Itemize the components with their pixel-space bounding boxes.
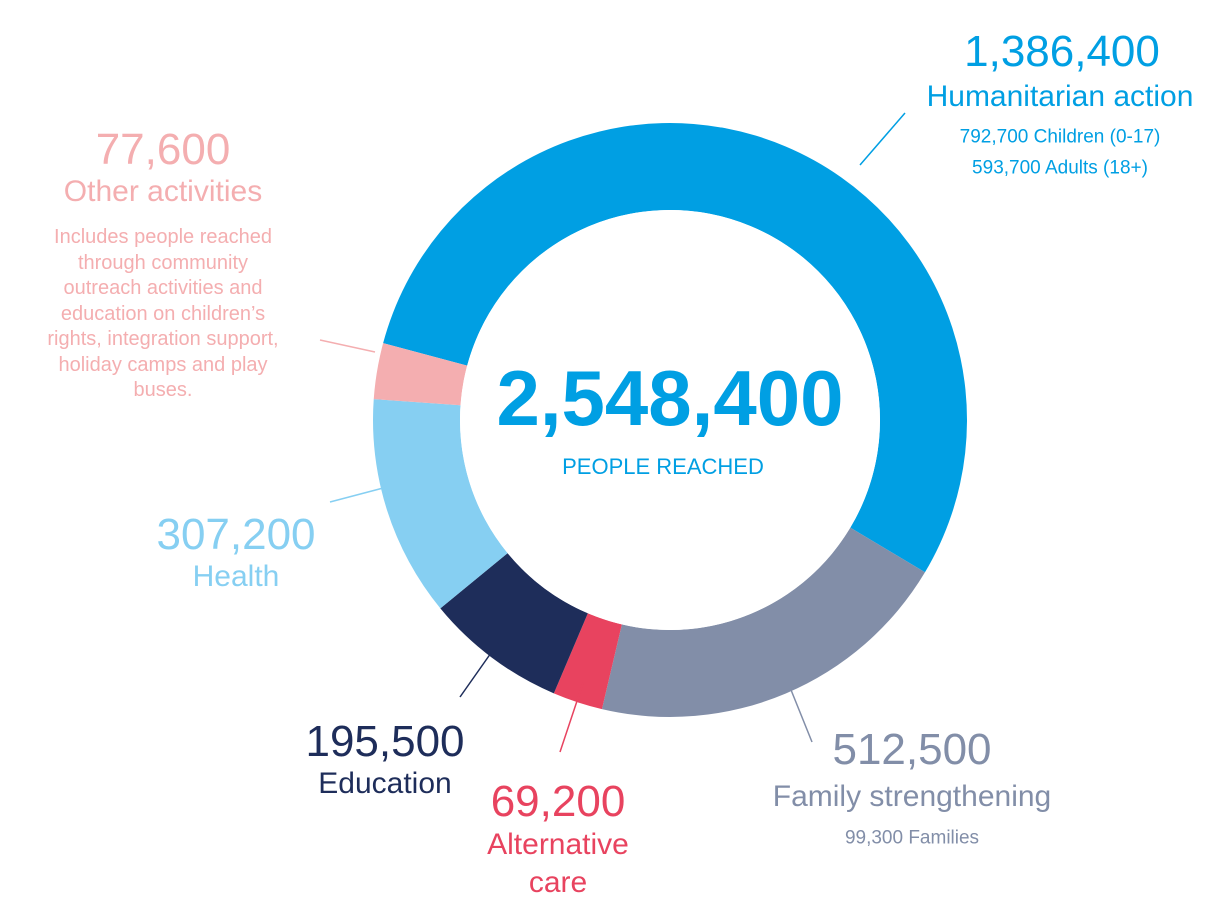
donut-hole [460, 210, 880, 630]
detail-label: holiday camps and play [58, 353, 268, 376]
value-label: 1,386,400 [964, 27, 1160, 76]
detail-label: buses. [133, 379, 193, 401]
detail-label: 593,700 Adults (18+) [972, 157, 1148, 179]
category-label: Health [192, 560, 280, 593]
leader-line [319, 339, 376, 353]
donut-segment [373, 343, 468, 406]
value-label: 69,200 [490, 777, 626, 826]
detail-label: outreach activities and [63, 277, 263, 299]
category-label: Alternative care [487, 828, 629, 899]
value-label: 77,600 [95, 125, 231, 174]
leader-line [459, 642, 499, 698]
donut-segment [440, 553, 588, 694]
leader-line [329, 486, 388, 503]
detail-label: 99,300 Families [844, 827, 980, 849]
category-label: Education [318, 767, 452, 800]
value-label: 195,500 [305, 717, 465, 766]
detail-label: through community [77, 251, 249, 274]
category-label: Family strengthening [772, 780, 1052, 813]
donut-segment [383, 122, 968, 573]
detail-label: 792,700 Children (0-17) [959, 126, 1161, 148]
donut-segment [553, 613, 622, 710]
value-label: 307,200 [156, 510, 316, 559]
total-caption: PEOPLE REACHED [562, 454, 764, 479]
category-label: Humanitarian action [926, 80, 1194, 113]
donut-segment [373, 399, 508, 609]
category-label: Other activities [63, 175, 263, 208]
leader-line [859, 112, 906, 166]
donut-segment [601, 527, 925, 717]
detail-label: rights, integration support, [47, 328, 279, 350]
detail-label: Includes people reached [54, 226, 272, 248]
total-value: 2,548,400 [496, 354, 844, 442]
leader-line [784, 674, 813, 743]
leader-line [559, 682, 584, 753]
detail-label: education on children’s [60, 302, 266, 325]
value-label: 512,500 [832, 725, 992, 774]
